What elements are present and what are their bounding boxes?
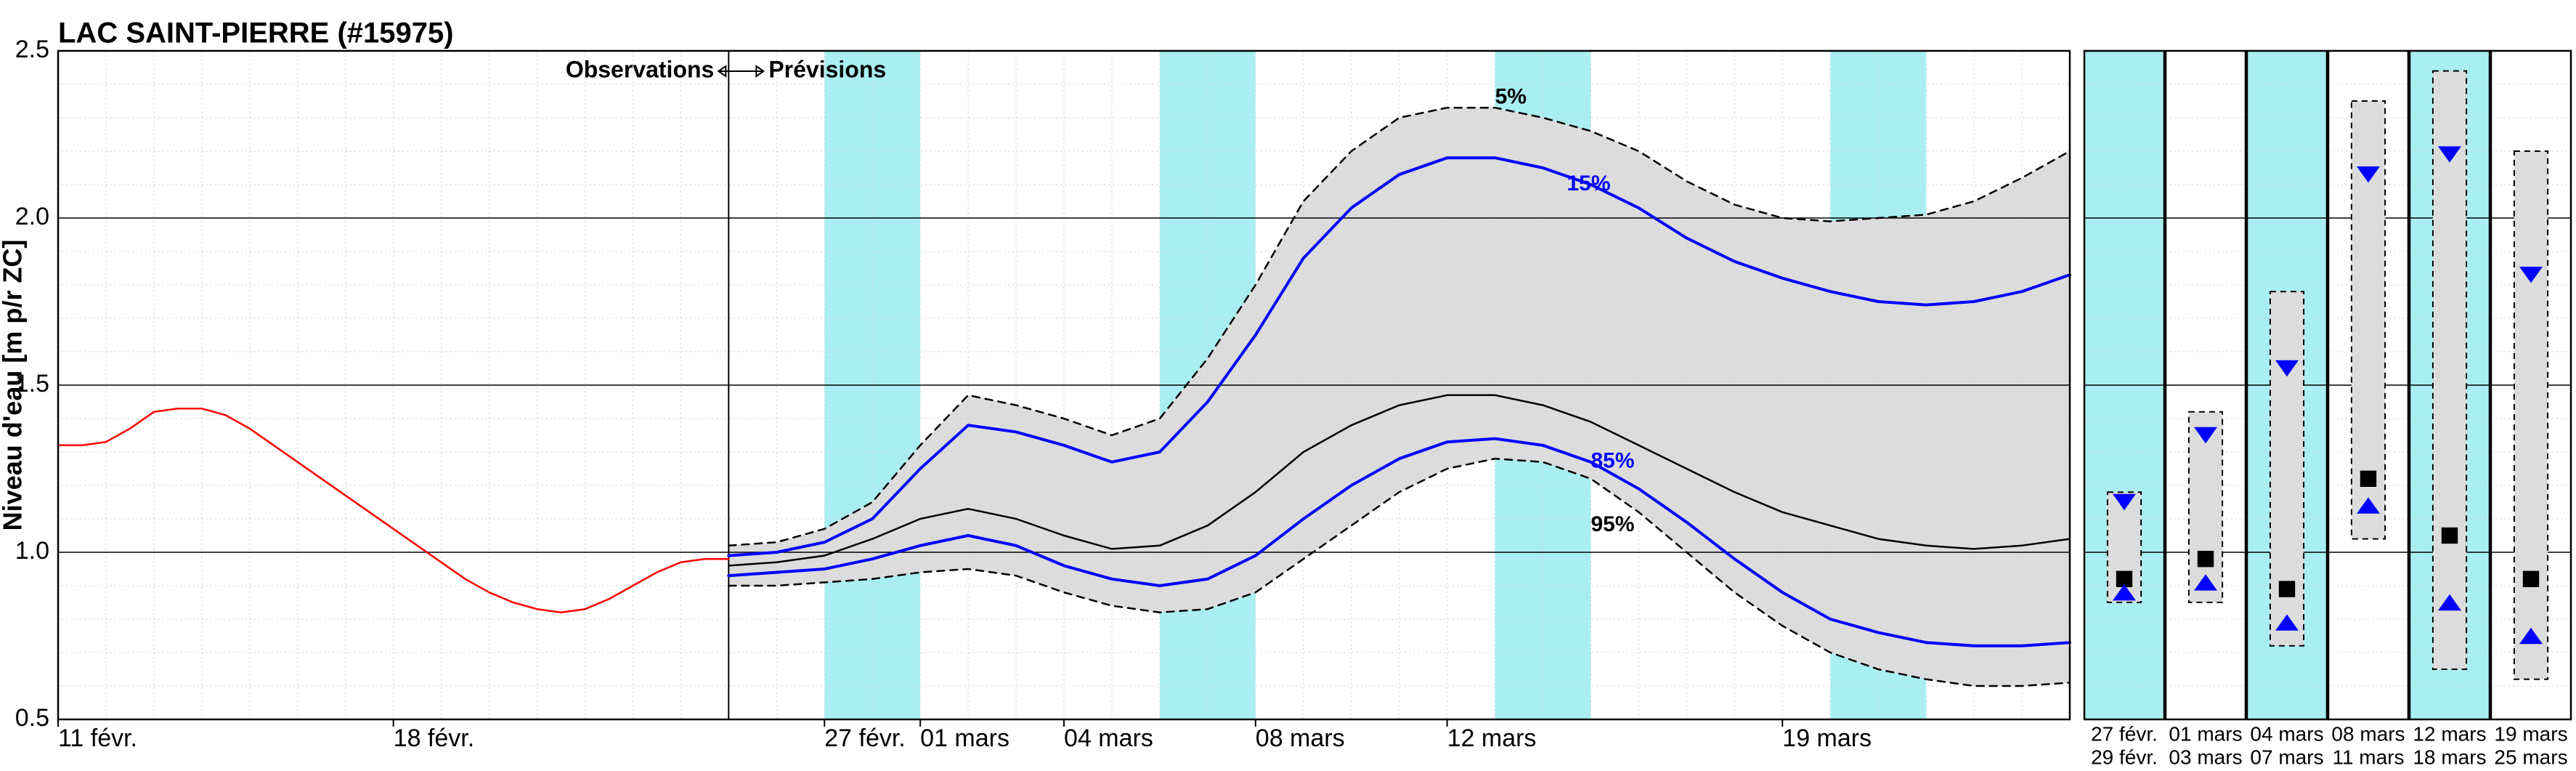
- svg-text:11 mars: 11 mars: [2332, 746, 2404, 768]
- svg-text:Niveau d'eau [m p/r ZC]: Niveau d'eau [m p/r ZC]: [0, 240, 28, 531]
- svg-text:18 mars: 18 mars: [2413, 746, 2486, 768]
- svg-text:0.5: 0.5: [15, 704, 49, 732]
- svg-text:LAC SAINT-PIERRE (#15975): LAC SAINT-PIERRE (#15975): [58, 17, 454, 49]
- svg-text:04 mars: 04 mars: [1064, 724, 1153, 752]
- svg-text:01 mars: 01 mars: [2169, 722, 2242, 745]
- svg-text:15%: 15%: [1567, 171, 1611, 195]
- chart-container: { "title": "LAC SAINT-PIERRE (#15975)", …: [0, 0, 2576, 771]
- svg-text:29 févr.: 29 févr.: [2091, 746, 2158, 768]
- svg-text:19 mars: 19 mars: [2494, 722, 2567, 745]
- svg-text:5%: 5%: [1495, 84, 1527, 108]
- svg-text:08 mars: 08 mars: [2331, 722, 2405, 745]
- svg-text:85%: 85%: [1590, 449, 1634, 473]
- svg-text:04 mars: 04 mars: [2250, 722, 2323, 745]
- svg-text:1.0: 1.0: [15, 537, 49, 565]
- svg-text:12 mars: 12 mars: [2413, 722, 2486, 745]
- svg-text:08 mars: 08 mars: [1256, 724, 1345, 752]
- svg-text:07 mars: 07 mars: [2250, 746, 2323, 768]
- svg-text:2.5: 2.5: [15, 36, 49, 63]
- svg-text:03 mars: 03 mars: [2169, 746, 2242, 768]
- svg-text:95%: 95%: [1590, 512, 1634, 536]
- svg-text:12 mars: 12 mars: [1447, 724, 1537, 752]
- svg-text:19 mars: 19 mars: [1782, 724, 1872, 752]
- svg-text:27 févr.: 27 févr.: [2091, 722, 2158, 745]
- chart-svg: 0.51.01.52.02.511 févr.18 févr.27 févr.0…: [0, 0, 2576, 771]
- svg-text:27 févr.: 27 févr.: [824, 724, 906, 752]
- svg-text:01 mars: 01 mars: [920, 724, 1009, 752]
- svg-text:Observations: Observations: [566, 56, 715, 82]
- svg-text:25 mars: 25 mars: [2494, 746, 2567, 768]
- svg-text:11 févr.: 11 févr.: [58, 724, 137, 752]
- svg-text:18 févr.: 18 févr.: [394, 724, 475, 752]
- svg-text:Prévisions: Prévisions: [768, 56, 886, 82]
- svg-text:2.0: 2.0: [15, 203, 49, 230]
